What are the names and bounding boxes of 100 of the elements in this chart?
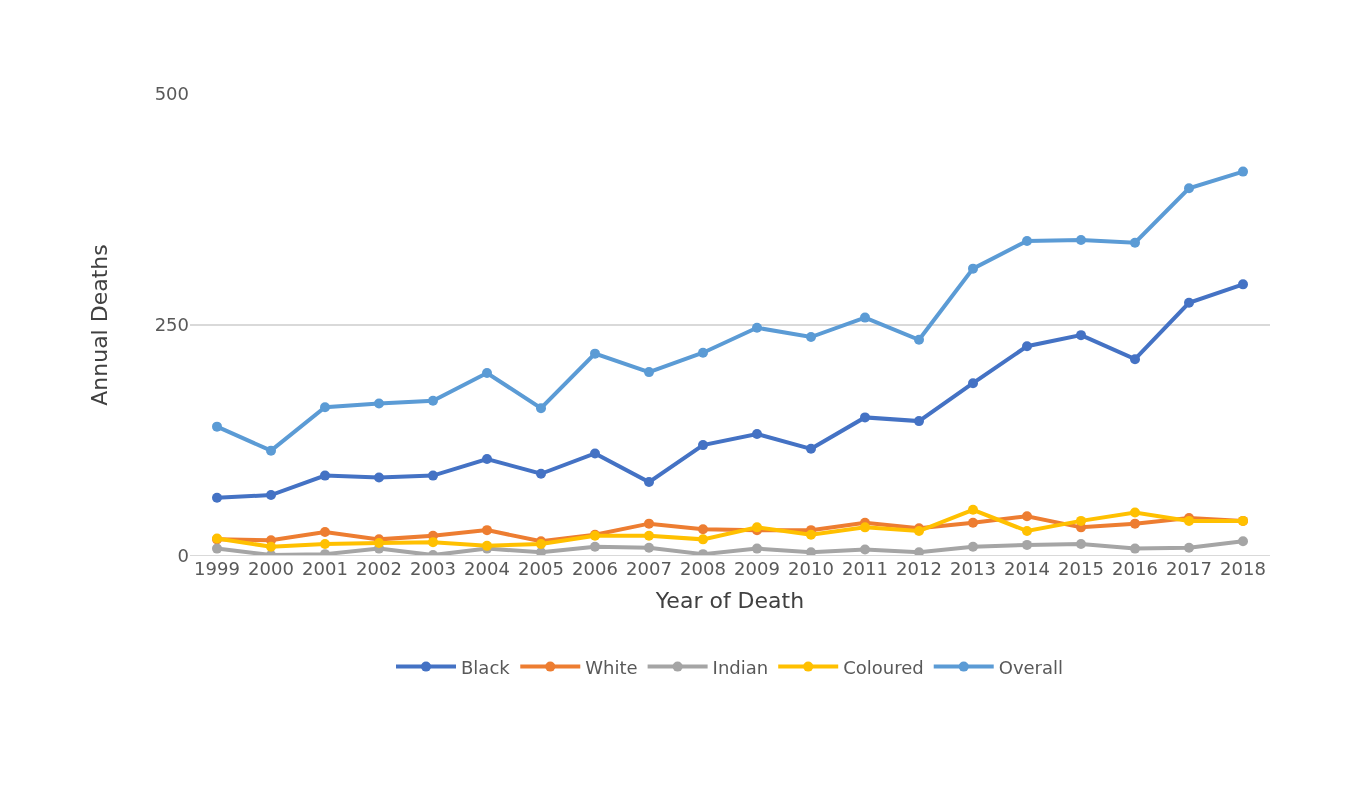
legend-label: White [585, 656, 638, 678]
x-tick-label: 2012 [896, 558, 942, 579]
point [752, 322, 762, 333]
point [1022, 539, 1032, 550]
point [320, 402, 330, 413]
y-axis-title: Annual Deaths [87, 244, 113, 406]
x-tick-label: 2014 [1004, 558, 1050, 579]
point [320, 538, 330, 549]
point [590, 448, 600, 459]
point [1130, 518, 1140, 529]
point [374, 538, 384, 549]
x-tick-label: 2008 [680, 558, 726, 579]
point [914, 334, 924, 345]
x-tick-label: 2011 [842, 558, 888, 579]
x-tick-label: 2006 [572, 558, 618, 579]
point [860, 544, 870, 555]
point [212, 492, 222, 503]
point [1184, 183, 1194, 194]
point [212, 421, 222, 432]
point [914, 416, 924, 427]
x-tick-label: 2009 [734, 558, 780, 579]
x-axis-title: Year of Death [654, 587, 805, 613]
x-tick-label: 2016 [1112, 558, 1158, 579]
legend-label: Black [461, 656, 511, 678]
point [590, 348, 600, 359]
point [482, 525, 492, 536]
point [1184, 297, 1194, 308]
point [1238, 279, 1248, 290]
point [320, 526, 330, 537]
legend-label: Overall [998, 656, 1064, 678]
point [1022, 511, 1032, 522]
point [644, 518, 654, 529]
point [536, 468, 546, 479]
x-tick-label: 1999 [194, 558, 240, 579]
point [428, 395, 438, 406]
point [968, 504, 978, 515]
x-tick-label: 2004 [464, 558, 510, 579]
y-tick-label: 250 [154, 314, 189, 336]
point [806, 332, 816, 343]
point [968, 541, 978, 552]
point [806, 529, 816, 540]
point [1238, 166, 1248, 177]
point [1022, 526, 1032, 537]
point [968, 378, 978, 389]
legend-label: Indian [712, 656, 769, 678]
point [1076, 538, 1086, 549]
point [320, 470, 330, 481]
x-tick-label: 2010 [788, 558, 834, 579]
point [428, 537, 438, 548]
point [482, 368, 492, 379]
point [428, 470, 438, 481]
point [914, 547, 924, 556]
point [1076, 234, 1086, 245]
y-tick-label: 0 [177, 545, 189, 567]
point [266, 445, 276, 456]
point [1076, 330, 1086, 341]
point [266, 490, 276, 501]
point [860, 522, 870, 533]
point [860, 412, 870, 423]
point [698, 534, 708, 545]
x-tick-label: 2002 [356, 558, 402, 579]
point [1022, 235, 1032, 246]
point [968, 517, 978, 528]
point [374, 398, 384, 409]
x-tick-label: 2003 [410, 558, 456, 579]
point [806, 547, 816, 556]
point [1238, 536, 1248, 547]
y-tick-label: 500 [154, 83, 189, 105]
point [482, 453, 492, 464]
point [1130, 543, 1140, 554]
point [698, 440, 708, 451]
legend-label: Coloured [843, 656, 924, 678]
point [644, 530, 654, 541]
point [374, 472, 384, 483]
point [212, 543, 222, 554]
point [1130, 507, 1140, 518]
point [644, 477, 654, 488]
x-tick-label: 2001 [302, 558, 348, 579]
point [968, 263, 978, 274]
point [590, 541, 600, 552]
x-tick-label: 2005 [518, 558, 564, 579]
x-tick-label: 2000 [248, 558, 294, 579]
point [644, 542, 654, 553]
point [698, 347, 708, 358]
x-tick-label: 2018 [1220, 558, 1266, 579]
point [1130, 237, 1140, 248]
point [1076, 515, 1086, 526]
point [644, 367, 654, 378]
x-tick-label: 2013 [950, 558, 996, 579]
point [698, 524, 708, 535]
point [266, 541, 276, 552]
x-tick-label: 2007 [626, 558, 672, 579]
point [1130, 354, 1140, 365]
point [1022, 341, 1032, 352]
point [1184, 542, 1194, 553]
point [752, 543, 762, 554]
point [536, 403, 546, 414]
point [806, 443, 816, 454]
x-tick-label: 2015 [1058, 558, 1104, 579]
point [860, 312, 870, 323]
